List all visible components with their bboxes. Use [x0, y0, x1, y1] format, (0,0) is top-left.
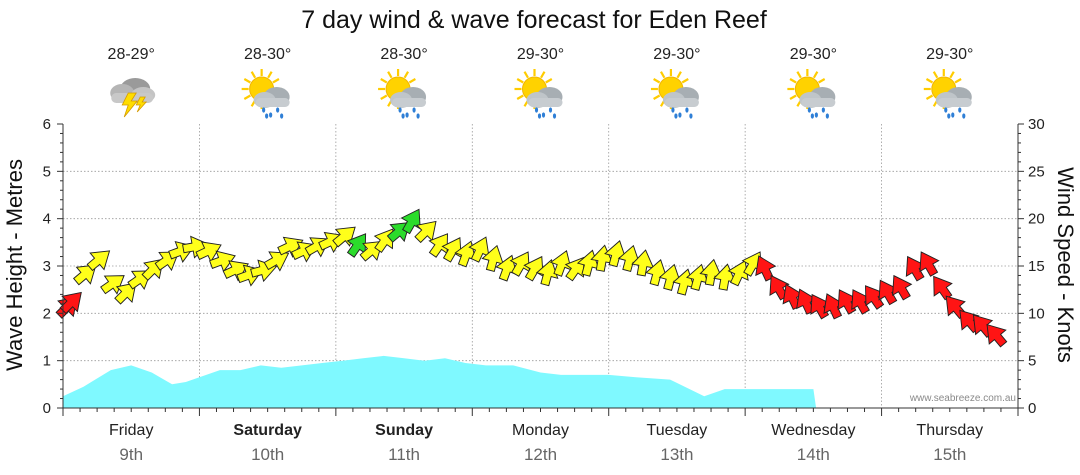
- wind-arrow: [222, 260, 249, 282]
- y-left-tick-label: 4: [43, 211, 51, 228]
- day-name: Tuesday: [647, 422, 708, 439]
- day-name: Wednesday: [771, 422, 855, 439]
- temperature-range: 29-30°: [926, 46, 973, 63]
- day-date: 9th: [119, 445, 143, 464]
- wind-arrow: [428, 233, 448, 258]
- chart-title: 7 day wind & wave forecast for Eden Reef: [301, 6, 767, 34]
- wind-arrow: [59, 291, 82, 315]
- day-name: Sunday: [375, 422, 433, 439]
- temperature-row: 28-29° 28-30° 28-30° 29-30° 29-30° 29-30° 29-3…: [108, 46, 974, 63]
- sun-cloud-rain-icon: [650, 69, 699, 119]
- y-right-tick-label: 15: [1028, 258, 1045, 275]
- axes: 0 1 2 3 4 5 6 0 5 10 15 20 25 30: [43, 116, 1045, 417]
- day-name: Saturday: [233, 422, 302, 439]
- wind-arrow: [549, 249, 572, 277]
- credit-text: www.seabreeze.com.au: [909, 393, 1016, 404]
- x-axis-labels: Friday 9th Saturday 10th Sunday 11th Monday 12t…: [109, 422, 983, 464]
- y-axis-left-title: Wave Height - Metres: [2, 159, 27, 371]
- wind-arrow: [72, 264, 97, 286]
- sun-cloud-rain-icon: [241, 69, 290, 119]
- sun-cloud-rain-icon: [514, 69, 563, 119]
- wave-height-series: [63, 355, 817, 408]
- y-right-tick-label: 10: [1028, 305, 1045, 322]
- y-right-tick-label: 5: [1028, 353, 1036, 370]
- wind-arrow: [400, 208, 421, 235]
- wind-arrow: [346, 233, 367, 258]
- y-left-tick-label: 6: [43, 116, 51, 133]
- y-left-tick-label: 5: [43, 163, 51, 180]
- wind-arrow: [631, 249, 655, 277]
- wind-arrow: [481, 244, 504, 273]
- wind-arrow: [727, 260, 749, 287]
- day-date: 14th: [797, 445, 830, 464]
- y-right-tick-label: 30: [1028, 116, 1045, 133]
- y-right-tick-label: 25: [1028, 163, 1045, 180]
- temperature-range: 29-30°: [790, 46, 837, 63]
- wind-arrow: [523, 255, 544, 282]
- y-right-tick-label: 0: [1028, 400, 1036, 417]
- day-name: Thursday: [916, 422, 983, 439]
- wave-height-area: [63, 355, 817, 408]
- wind-arrow: [441, 237, 462, 263]
- temperature-range: 28-30°: [244, 46, 291, 63]
- y-left-tick-label: 1: [43, 353, 51, 370]
- y-left-tick-label: 0: [43, 400, 51, 417]
- sun-cloud-rain-icon: [923, 69, 972, 119]
- y-axis-right-title: Wind Speed - Knots: [1053, 167, 1078, 363]
- temperature-range: 29-30°: [517, 46, 564, 63]
- y-left-tick-label: 2: [43, 305, 51, 322]
- sun-cloud-rain-icon: [378, 69, 427, 119]
- day-date: 12th: [524, 445, 557, 464]
- temperature-range: 28-30°: [380, 46, 427, 63]
- wind-arrow: [535, 259, 559, 287]
- day-date: 10th: [251, 445, 284, 464]
- day-date: 11th: [388, 445, 420, 464]
- wind-arrows: [55, 208, 1008, 348]
- wind-arrow: [414, 220, 437, 244]
- wind-arrow: [277, 236, 304, 258]
- wind-arrow: [509, 251, 530, 277]
- temperature-range: 28-29°: [108, 46, 155, 63]
- day-date: 13th: [660, 445, 693, 464]
- thunderstorm-icon: [110, 78, 156, 118]
- wind-arrow: [263, 251, 290, 272]
- wind-arrow: [195, 241, 222, 263]
- sun-cloud-rain-icon: [787, 69, 836, 119]
- wind-arrow: [892, 274, 913, 301]
- day-name: Friday: [109, 422, 153, 439]
- wind-arrow: [209, 250, 236, 273]
- y-right-tick-label: 20: [1028, 211, 1045, 228]
- day-date: 15th: [933, 445, 966, 464]
- wind-arrow: [114, 282, 137, 305]
- weather-icon-row: [110, 69, 972, 119]
- y-left-tick-label: 3: [43, 258, 51, 275]
- wind-arrow: [755, 255, 777, 282]
- wind-arrow: [100, 275, 125, 295]
- wind-arrow: [919, 251, 940, 277]
- day-name: Monday: [512, 422, 569, 439]
- wind-arrow: [986, 323, 1008, 348]
- temperature-range: 29-30°: [653, 46, 700, 63]
- wind-arrow: [86, 250, 111, 272]
